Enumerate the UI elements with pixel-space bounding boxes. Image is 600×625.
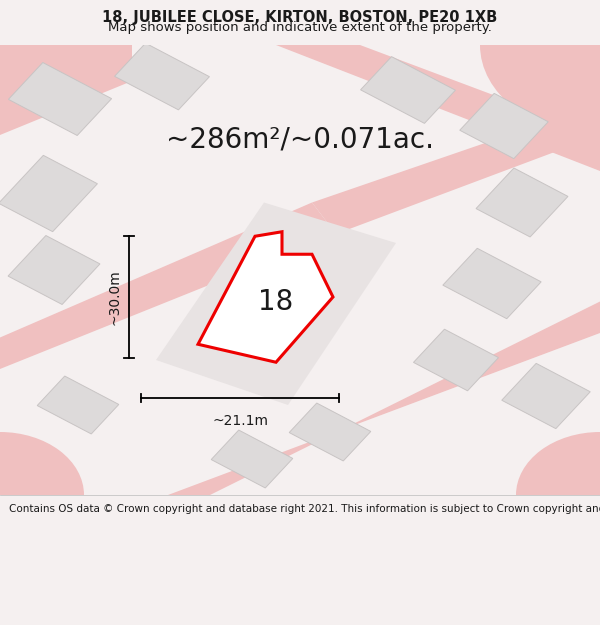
Polygon shape [0,202,336,369]
Wedge shape [516,432,600,495]
Polygon shape [8,236,100,304]
Text: ~30.0m: ~30.0m [108,269,122,325]
Text: ~286m²/~0.071ac.: ~286m²/~0.071ac. [166,126,434,154]
Polygon shape [413,329,499,391]
Polygon shape [0,156,97,232]
Polygon shape [476,168,568,237]
Wedge shape [480,45,600,135]
Polygon shape [502,363,590,429]
Polygon shape [312,104,600,234]
Polygon shape [361,57,455,123]
Polygon shape [168,301,600,495]
Text: 18: 18 [259,288,293,316]
Polygon shape [115,43,209,110]
Polygon shape [443,248,541,319]
Text: Map shows position and indicative extent of the property.: Map shows position and indicative extent… [108,21,492,34]
Polygon shape [198,232,333,362]
Text: Contains OS data © Crown copyright and database right 2021. This information is : Contains OS data © Crown copyright and d… [9,504,600,514]
Wedge shape [0,45,96,117]
Polygon shape [289,403,371,461]
Polygon shape [8,62,112,136]
Polygon shape [228,14,600,171]
Polygon shape [37,376,119,434]
Polygon shape [211,430,293,488]
Polygon shape [0,45,132,171]
Wedge shape [0,432,84,495]
Polygon shape [156,202,396,405]
Text: ~21.1m: ~21.1m [212,414,268,428]
Polygon shape [460,93,548,159]
Text: 18, JUBILEE CLOSE, KIRTON, BOSTON, PE20 1XB: 18, JUBILEE CLOSE, KIRTON, BOSTON, PE20 … [103,10,497,25]
